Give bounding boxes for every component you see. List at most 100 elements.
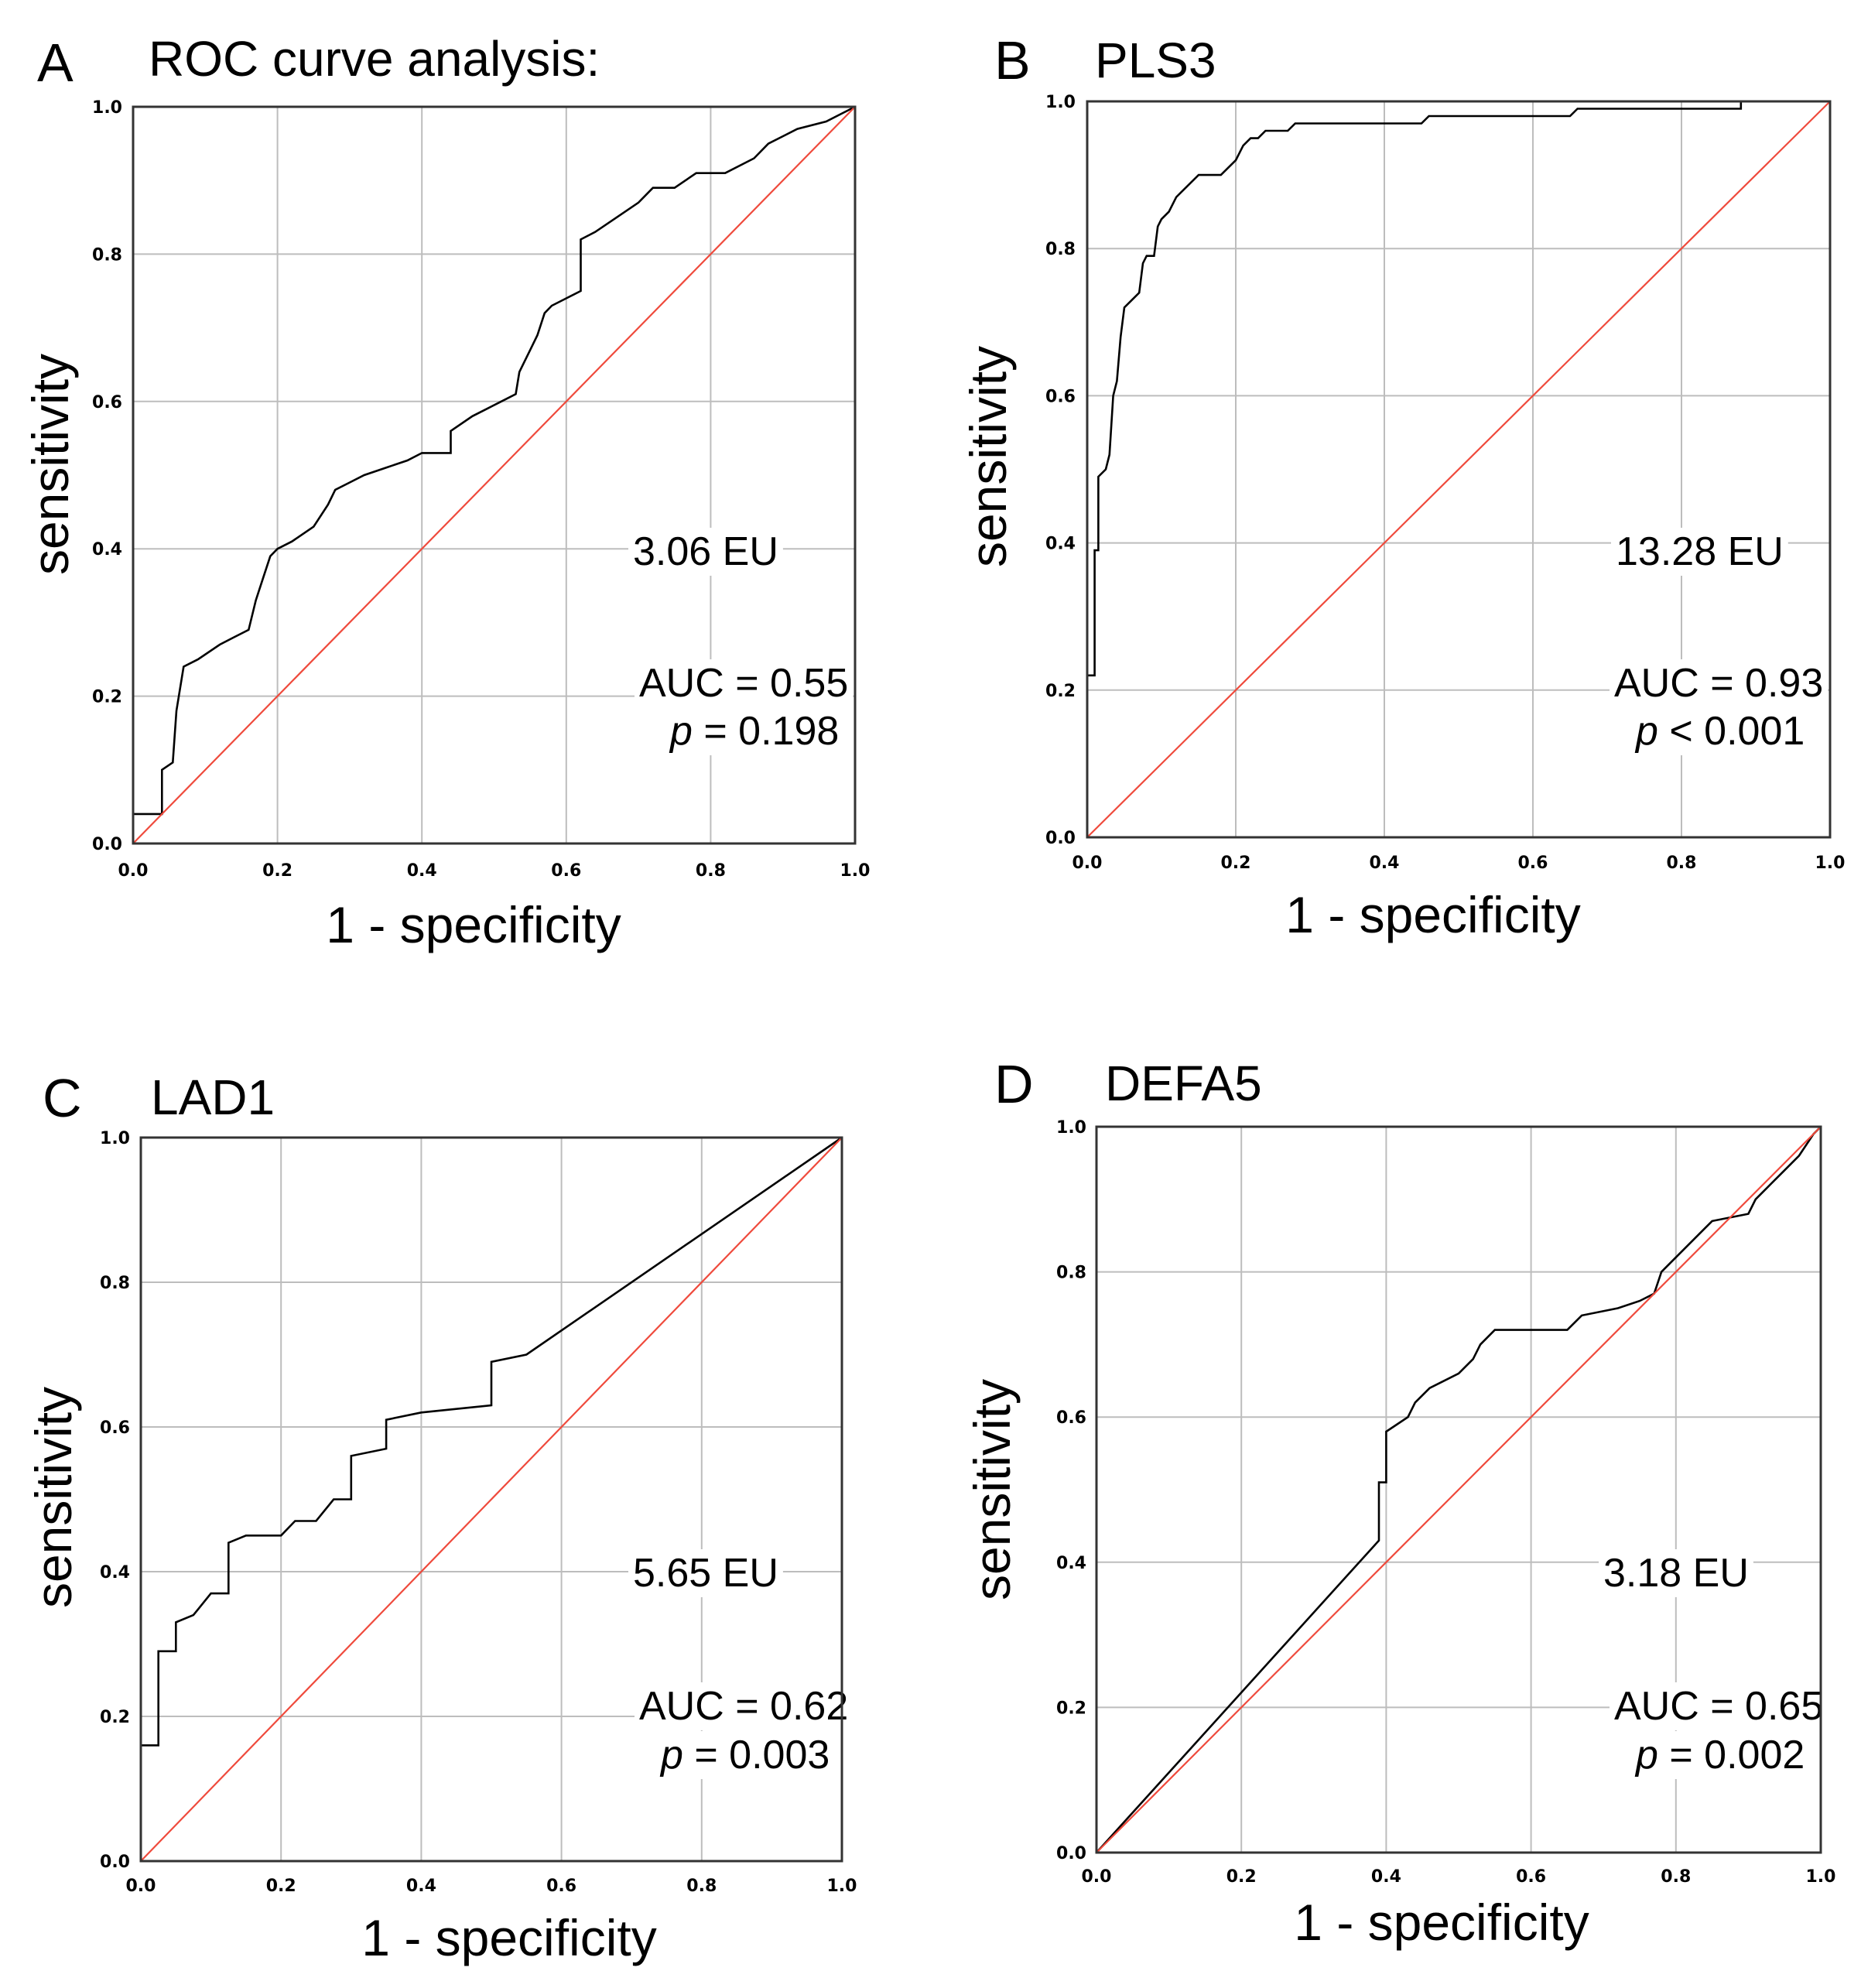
panel-a-x-axis-title: 1 - specificity [326, 896, 621, 953]
panel-b-title: PLS3 [1095, 33, 1216, 88]
panel-c-auc-label: AUC = 0.62 [639, 1684, 848, 1729]
panel-b-annotation-backing [1630, 707, 1810, 755]
panel-a-x-tick-label: 0.6 [551, 861, 581, 881]
panel-a-grid [133, 107, 855, 843]
panel-c-cutoff-label: 5.65 EU [633, 1551, 778, 1596]
panel-a-y-tick-label: 0.2 [92, 688, 122, 707]
panel-d-y-tick-label: 0.0 [1056, 1844, 1086, 1863]
panel-c-title: LAD1 [151, 1069, 275, 1125]
panel-a-y-tick-label: 0.0 [92, 835, 122, 854]
panel-c-x-tick-label: 0.6 [546, 1877, 576, 1896]
panel-a: 3.06 EU AUC = 0.55p = 0.198 0.0 0.2 0.4 0.6 0.… [22, 31, 870, 953]
panel-b-annotations: 13.28 EU AUC = 0.93p < 0.001 [1610, 528, 1829, 755]
panel-c-x-tick-label: 1.0 [827, 1877, 857, 1896]
panel-a-p-label: p = 0.198 [669, 709, 839, 754]
panel-d-p-label: p = 0.002 [1634, 1733, 1805, 1778]
panel-d-y-tick-label: 0.6 [1056, 1408, 1086, 1428]
panel-b-x-tick-label: 0.8 [1667, 854, 1697, 873]
panel-c-roc-curve [139, 1136, 843, 1861]
panel-d-x-tick-label: 1.0 [1806, 1867, 1836, 1887]
panel-d-x-axis-title: 1 - specificity [1294, 1894, 1589, 1951]
panel-b-plot-frame [1086, 100, 1832, 839]
panel-a-plot-frame [132, 105, 857, 845]
panel-c-y-tick-label: 0.4 [100, 1563, 130, 1583]
panel-d-y-tick-label: 0.2 [1056, 1699, 1086, 1718]
panel-d-cutoff-label: 3.18 EU [1603, 1551, 1749, 1596]
panel-a-cutoff-label: 3.06 EU [633, 529, 778, 574]
panel-b-letter: B [994, 30, 1031, 91]
panel-a-letter: A [37, 33, 74, 93]
panel-a-y-tick-label: 0.6 [92, 393, 122, 412]
panel-d-x-tick-label: 0.6 [1516, 1867, 1546, 1887]
panel-d-letter: D [994, 1054, 1034, 1114]
panel-b-x-tick-label: 0.4 [1370, 854, 1400, 873]
panel-a-y-axis-title: sensitivity [22, 354, 79, 575]
panel-b-roc-curve [1086, 100, 1830, 837]
panel-b-annotation-backing [1610, 659, 1829, 707]
panel-b: 13.28 EU AUC = 0.93p < 0.001 0.0 0.2 0.4 0.6 0… [960, 30, 1845, 943]
panel-c-y-tick-label: 0.8 [100, 1274, 130, 1293]
panel-c-annotation-backing [628, 1549, 783, 1597]
panel-a-reference-line [132, 106, 856, 844]
panel-d-annotation-backing [1630, 1731, 1810, 1779]
panel-c-x-axis-title: 1 - specificity [361, 1909, 656, 1966]
panel-b-p-label: p < 0.001 [1634, 709, 1805, 754]
panel-b-x-tick-label: 1.0 [1815, 854, 1846, 873]
panel-b-annotation-backing [1611, 528, 1788, 576]
panel-a-x-tick-label: 0.4 [407, 861, 437, 881]
panel-c-x-tick-label: 0.2 [266, 1877, 296, 1896]
panel-d-x-tick-label: 0.8 [1661, 1867, 1691, 1887]
panel-a-annotations: 3.06 EU AUC = 0.55p = 0.198 [628, 528, 854, 755]
panel-b-y-tick-label: 0.0 [1045, 829, 1076, 848]
panel-b-y-axis-title: sensitivity [960, 346, 1017, 567]
panel-c-x-tick-label: 0.4 [406, 1877, 436, 1896]
panel-a-roc-curve [132, 105, 856, 843]
panel-b-x-tick-label: 0.6 [1518, 854, 1548, 873]
panel-c-plot-frame [139, 1136, 843, 1863]
panel-c-annotation-backing [655, 1731, 835, 1779]
panel-c-y-tick-label: 0.6 [100, 1418, 130, 1438]
panel-c-x-tick-label: 0.8 [686, 1877, 717, 1896]
panel-b-x-tick-label: 0.0 [1072, 854, 1103, 873]
panel-a-x-tick-label: 0.0 [118, 861, 149, 881]
panel-d-plot-frame [1095, 1125, 1822, 1854]
panel-a-annotation-backing [628, 528, 783, 576]
panel-d-annotation-backing [1599, 1549, 1753, 1597]
panel-d-y-tick-label: 0.4 [1056, 1554, 1086, 1573]
panel-b-y-tick-label: 0.4 [1045, 535, 1076, 554]
panel-a-y-tick-label: 1.0 [92, 98, 122, 118]
panel-a-title: ROC curve analysis: [149, 31, 600, 87]
panel-b-y-tick-label: 0.2 [1045, 682, 1076, 701]
panel-b-y-tick-label: 0.6 [1045, 387, 1076, 406]
panel-d-x-tick-label: 0.4 [1371, 1867, 1401, 1887]
panel-c-letter: C [43, 1068, 82, 1128]
panel-d-y-axis-title: sensitivity [963, 1379, 1021, 1600]
panel-b-x-tick-label: 0.2 [1221, 854, 1251, 873]
panel-d-annotation-backing [1610, 1682, 1829, 1730]
panel-c-x-tick-label: 0.0 [126, 1877, 156, 1896]
panel-d-x-tick-label: 0.2 [1226, 1867, 1257, 1887]
panel-d-roc-curve [1096, 1126, 1822, 1853]
panel-c-y-axis-title: sensitivity [25, 1387, 82, 1608]
panel-a-auc-label: AUC = 0.55 [639, 661, 848, 706]
panel-c-p-label: p = 0.003 [659, 1733, 830, 1778]
panel-b-x-axis-title: 1 - specificity [1285, 886, 1580, 943]
panel-c-annotation-backing [635, 1682, 854, 1730]
panel-a-annotation-backing [664, 707, 844, 755]
panel-d-y-tick-label: 0.8 [1056, 1264, 1086, 1283]
panel-b-cutoff-label: 13.28 EU [1616, 529, 1784, 574]
panel-d-x-tick-label: 0.0 [1082, 1867, 1112, 1887]
panel-a-x-tick-label: 0.2 [262, 861, 292, 881]
panel-a-y-tick-label: 0.8 [92, 245, 122, 265]
panel-d-title: DEFA5 [1105, 1056, 1262, 1111]
panel-c: 5.65 EU AUC = 0.62p = 0.003 0.0 0.2 0.4 0.6 0.… [25, 1068, 857, 1966]
panel-c-y-tick-label: 1.0 [100, 1129, 130, 1148]
panel-c-y-tick-label: 0.2 [100, 1708, 130, 1727]
panel-d-reference-line [1096, 1126, 1822, 1853]
panel-b-auc-label: AUC = 0.93 [1614, 661, 1823, 706]
panel-b-y-tick-label: 1.0 [1045, 93, 1076, 112]
panel-a-x-tick-label: 0.8 [696, 861, 726, 881]
panel-c-reference-line [140, 1137, 843, 1862]
panel-a-y-tick-label: 0.4 [92, 540, 122, 559]
